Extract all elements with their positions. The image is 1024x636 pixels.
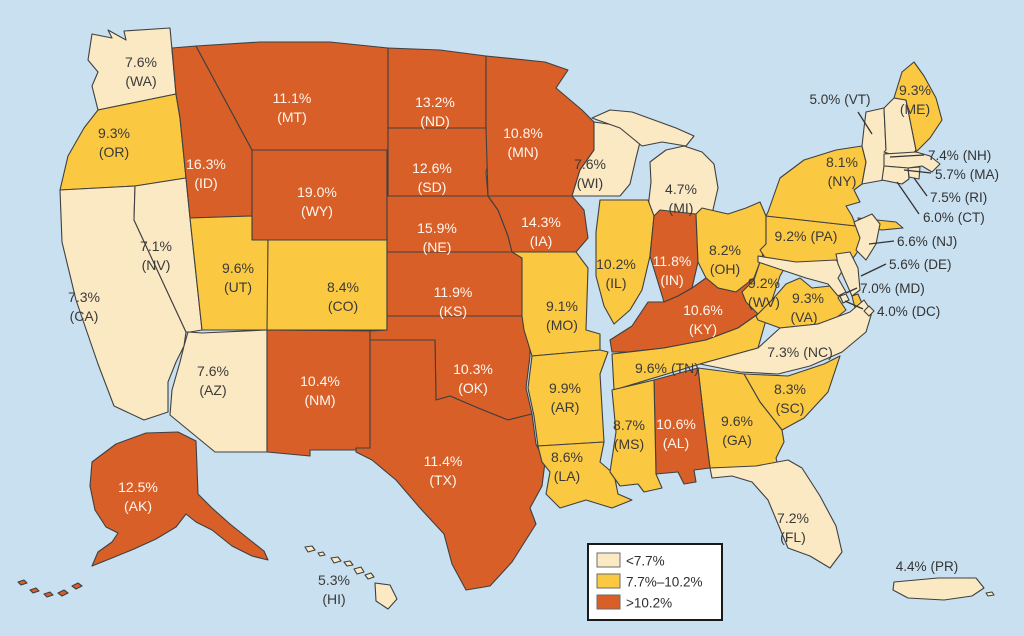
callout-line-dc — [844, 300, 864, 310]
callout-line-md — [845, 287, 858, 294]
state-il-label: 10.2% (IL) — [596, 256, 636, 291]
callout-labels: 5.0% (VT) 7.4% (NH) 5.7% (MA) 7.5% (RI) 6.0%… — [809, 92, 999, 574]
callout-lines — [844, 111, 932, 310]
state-vt-callout-label: 5.0% (VT) — [809, 92, 870, 107]
state-nc-label: 7.3% (NC) — [767, 344, 832, 360]
callout-line-de — [860, 263, 887, 277]
state-ak-label: 12.5% (AK) — [118, 479, 158, 514]
state-nj-shape — [853, 213, 881, 261]
state-il-shape — [595, 199, 655, 325]
state-md-shape — [757, 255, 847, 297]
callout-line-nj — [868, 240, 895, 245]
state-ms-label: 8.7% (MS) — [613, 417, 645, 452]
state-mi-label: 4.7% (MI) — [665, 181, 697, 216]
callout-line-ma — [903, 169, 932, 174]
state-hi-shape — [304, 545, 398, 610]
state-ne-label: 15.9% (NE) — [417, 220, 457, 255]
state-sd-label: 12.6% (SD) — [412, 160, 452, 195]
state-ny-label: 8.1% (NY) — [826, 154, 858, 189]
state-ri-shape — [907, 166, 921, 180]
state-ky-label: 10.6% (KY) — [683, 302, 723, 337]
state-shapes — [17, 27, 995, 610]
state-vt-shape — [861, 107, 887, 185]
state-me-shape — [893, 61, 943, 153]
callout-line-ri — [913, 177, 928, 197]
state-ak-shape — [17, 431, 269, 598]
state-or-shape — [59, 93, 187, 191]
state-dc-callout-label: 4.0% (DC) — [877, 304, 940, 319]
state-nv-label: 7.1% (NV) — [140, 238, 172, 273]
state-pa-label: 9.2% (PA) — [775, 228, 838, 244]
state-hi-label: 5.3% (HI) — [318, 572, 350, 607]
callout-line-vt — [857, 111, 873, 135]
legend-label-high: >10.2% — [626, 596, 672, 611]
state-co-label: 8.4% (CO) — [327, 279, 359, 314]
state-de-shape — [835, 251, 861, 297]
state-ok-label: 10.3% (OK) — [453, 361, 493, 396]
state-wi-label: 7.6% (WI) — [574, 156, 606, 191]
state-mt-label: 11.1% (MT) — [273, 90, 312, 125]
state-ct-shape — [881, 165, 910, 185]
state-or-label: 9.3% (OR) — [98, 125, 130, 160]
state-md-callout-label: 7.0% (MD) — [860, 281, 925, 296]
state-dc-shape — [839, 293, 850, 304]
state-nj-callout-label: 6.6% (NJ) — [897, 234, 957, 249]
legend-swatch-mid — [596, 573, 621, 589]
state-az-shape — [169, 329, 268, 453]
state-ri-callout-label: 7.5% (RI) — [930, 190, 987, 205]
legend-swatch-high — [596, 594, 621, 610]
state-wy-label: 19.0% (WY) — [297, 184, 337, 219]
legend-label-mid: 7.7%–10.2% — [626, 575, 703, 590]
state-ma-callout-label: 5.7% (MA) — [935, 167, 999, 182]
state-sc-label: 8.3% (SC) — [774, 381, 806, 416]
state-la-shape — [537, 441, 633, 509]
state-nd-label: 13.2% (ND) — [415, 94, 455, 129]
state-mn-label: 10.8% (MN) — [503, 125, 543, 160]
legend-swatch-low — [596, 552, 621, 568]
state-tx-shape — [355, 339, 546, 591]
state-wa-shape — [87, 27, 177, 111]
state-al-label: 10.6% (AL) — [656, 416, 696, 451]
state-ar-shape — [527, 349, 609, 447]
dc-callout-diamond-icon — [863, 305, 875, 317]
state-nh-callout-label: 7.4% (NH) — [928, 148, 991, 163]
state-labels: 7.6% (WA) 9.3% (OR) 7.3% (CA) 7.1% (NV) 16.3… — [68, 54, 931, 607]
state-ms-shape — [609, 379, 663, 493]
state-ar-label: 9.9% (AR) — [549, 380, 581, 415]
legend-label-low: <7.7% — [626, 554, 665, 569]
state-ks-label: 11.9% (KS) — [434, 284, 473, 319]
state-wv-label: 9.2% (WV) — [748, 275, 780, 310]
state-tn-label: 9.6% (TN) — [635, 360, 699, 376]
state-wa-label: 7.6% (WA) — [125, 54, 157, 89]
state-va-label: 9.3% (VA) — [791, 290, 824, 325]
state-al-shape — [653, 367, 711, 485]
state-pr-callout-label: 4.4% (PR) — [896, 559, 959, 574]
state-de-callout-label: 5.6% (DE) — [889, 257, 952, 272]
state-in-label: 11.8% (IN) — [653, 253, 692, 288]
state-mo-label: 9.1% (MO) — [546, 298, 578, 333]
state-ct-callout-label: 6.0% (CT) — [923, 210, 985, 225]
callout-line-nh — [889, 154, 925, 158]
state-id-label: 16.3% (ID) — [186, 156, 226, 191]
state-ia-label: 14.3% (IA) — [521, 214, 561, 249]
state-nm-label: 10.4% (NM) — [300, 373, 340, 408]
state-az-label: 7.6% (AZ) — [197, 363, 229, 398]
callout-line-ct — [896, 181, 920, 215]
legend: <7.7% 7.7%–10.2% >10.2% — [587, 543, 723, 621]
state-pr-shape — [892, 577, 995, 601]
state-ca-label: 7.3% (CA) — [68, 289, 100, 324]
state-fl-shape — [709, 459, 843, 569]
state-ga-label: 9.6% (GA) — [721, 413, 753, 448]
state-ut-label: 9.6% (UT) — [222, 260, 254, 295]
state-oh-label: 8.2% (OH) — [709, 242, 741, 277]
state-tx-label: 11.4% (TX) — [424, 453, 463, 488]
state-me-label: 9.3% (ME) — [899, 82, 931, 117]
state-la-label: 8.6% (LA) — [551, 449, 583, 484]
state-fl-label: 7.2% (FL) — [777, 510, 809, 545]
